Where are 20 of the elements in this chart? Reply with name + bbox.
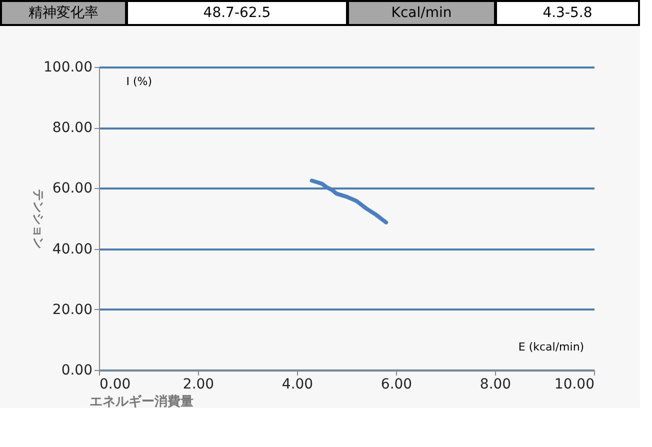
- x-axis-title: エネルギー消費量: [90, 394, 194, 410]
- y-tick-label: 0.00: [61, 362, 92, 378]
- annotation: E (kcal/min): [518, 340, 584, 354]
- text: Kcal/min: [391, 5, 452, 21]
- x-tick-label: 2.00: [182, 376, 214, 392]
- y-tick-label: 40.00: [52, 241, 92, 258]
- x-tick-label: 6.00: [380, 376, 412, 392]
- text: 精神変化率: [28, 5, 98, 21]
- y-tick-label: 20.00: [52, 302, 92, 318]
- x-tick-label: 0.00: [100, 376, 131, 392]
- x-tick-label: 4.00: [282, 376, 314, 392]
- y-tick-label: 80.00: [52, 120, 92, 136]
- y-tick-label: 100.00: [44, 60, 92, 76]
- text: 4.3-5.8: [542, 5, 592, 21]
- x-tick-label: 8.00: [480, 376, 512, 392]
- text: 48.7-62.5: [203, 5, 271, 21]
- y-tick-label: 60.00: [52, 180, 92, 197]
- x-tick-label: 10.00: [554, 376, 594, 392]
- y-axis-title: テンション: [32, 189, 46, 249]
- annotation: I (%): [126, 75, 152, 88]
